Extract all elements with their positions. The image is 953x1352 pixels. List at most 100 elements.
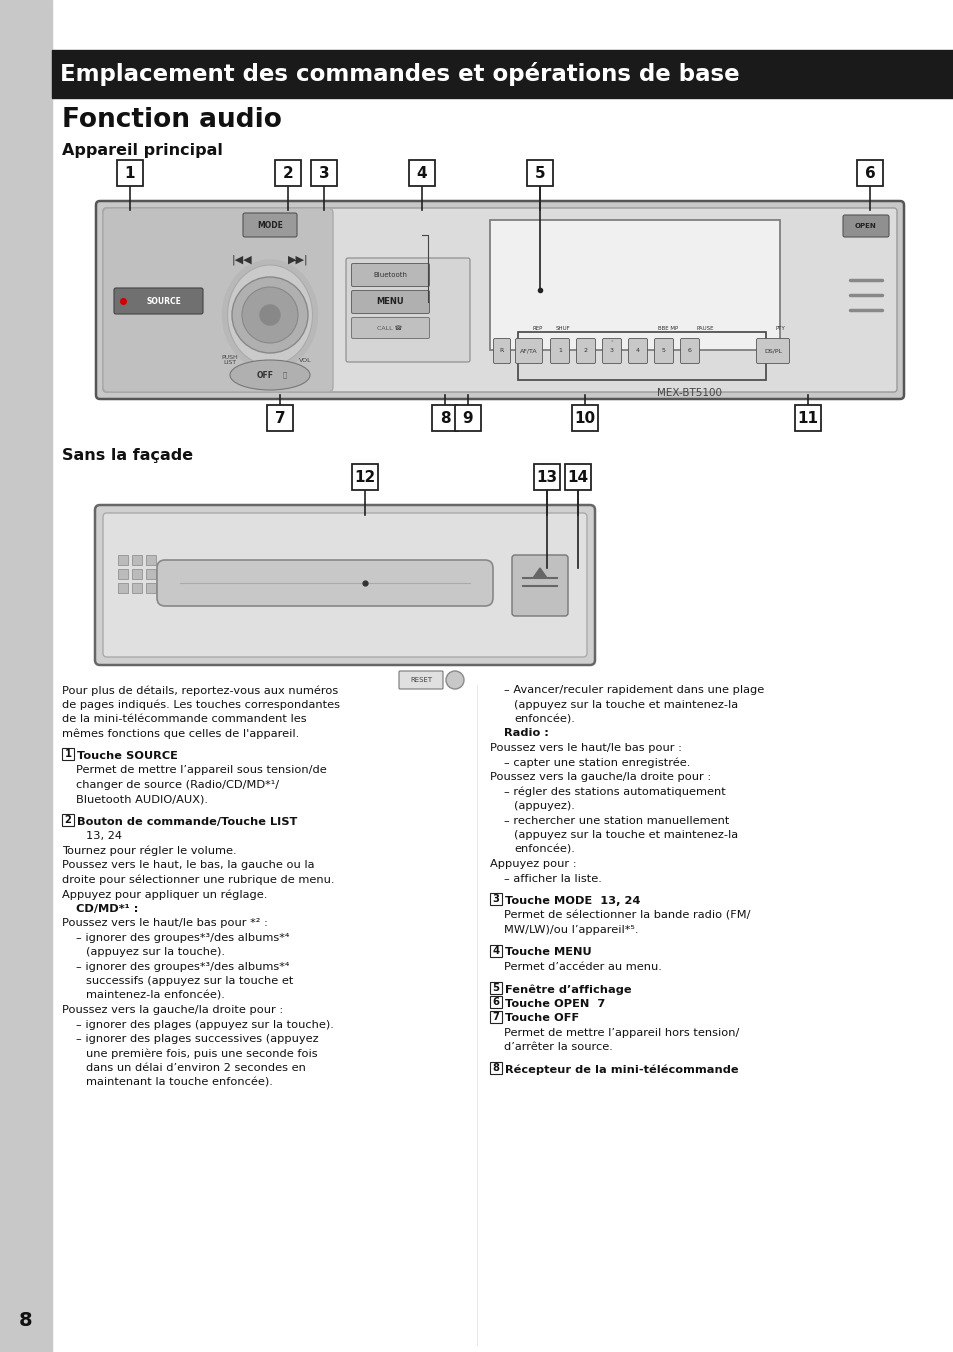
Text: MODE: MODE	[256, 220, 283, 230]
Bar	[794, 406, 821, 431]
Text: AF/TA: AF/TA	[519, 349, 537, 353]
Bar	[118, 569, 128, 579]
Text: Fonction audio: Fonction audio	[62, 107, 281, 132]
Text: 6: 6	[687, 349, 691, 353]
Bar	[52, 50, 953, 97]
Text: Permet d’accéder au menu.: Permet d’accéder au menu.	[503, 963, 661, 972]
Circle shape	[260, 306, 280, 324]
Text: dans un délai d’environ 2 secondes en: dans un délai d’environ 2 secondes en	[86, 1064, 306, 1073]
Text: SOURCE: SOURCE	[147, 296, 181, 306]
Text: maintenant la touche enfoncée).: maintenant la touche enfoncée).	[86, 1078, 273, 1088]
Bar	[856, 160, 882, 187]
Text: changer de source (Radio/CD/MD*¹/: changer de source (Radio/CD/MD*¹/	[76, 780, 279, 790]
Text: MEX-BT5100: MEX-BT5100	[657, 388, 721, 397]
FancyBboxPatch shape	[493, 338, 510, 364]
Bar	[311, 160, 336, 187]
Text: de la mini-télécommande commandent les: de la mini-télécommande commandent les	[62, 714, 306, 725]
Text: 6: 6	[863, 166, 875, 181]
Bar	[132, 556, 142, 565]
Bar	[118, 583, 128, 594]
Text: RESET: RESET	[410, 677, 432, 683]
Text: Récepteur de la mini-télécommande: Récepteur de la mini-télécommande	[504, 1065, 738, 1075]
Polygon shape	[533, 568, 546, 579]
Bar	[490, 982, 501, 994]
Text: – ignorer des plages (appuyez sur la touche).: – ignorer des plages (appuyez sur la tou…	[76, 1019, 334, 1030]
Bar	[490, 220, 780, 350]
Text: (appuyez sur la touche et maintenez-la: (appuyez sur la touche et maintenez-la	[514, 830, 738, 840]
Text: 8: 8	[492, 1063, 499, 1073]
Text: 13: 13	[536, 470, 557, 485]
Text: 13, 24: 13, 24	[86, 831, 122, 841]
Bar	[564, 464, 590, 489]
FancyBboxPatch shape	[550, 338, 569, 364]
Text: successifs (appuyez sur la touche et: successifs (appuyez sur la touche et	[86, 976, 294, 987]
Bar	[490, 1063, 501, 1073]
Text: – ignorer des groupes*³/des albums*⁴: – ignorer des groupes*³/des albums*⁴	[76, 933, 289, 942]
FancyBboxPatch shape	[602, 338, 620, 364]
Text: MW/LW)/ou l’appareil*⁵.: MW/LW)/ou l’appareil*⁵.	[503, 925, 638, 936]
Bar	[352, 464, 377, 489]
FancyBboxPatch shape	[157, 560, 493, 606]
Text: – capter une station enregistrée.: – capter une station enregistrée.	[503, 757, 690, 768]
Text: – Avancer/reculer rapidement dans une plage: – Avancer/reculer rapidement dans une pl…	[503, 685, 763, 695]
Bar	[490, 1011, 501, 1022]
Text: SHUF: SHUF	[555, 326, 570, 330]
Text: ▶▶|: ▶▶|	[288, 254, 308, 265]
Text: Poussez vers la gauche/la droite pour :: Poussez vers la gauche/la droite pour :	[490, 772, 711, 781]
Text: Appuyez pour :: Appuyez pour :	[490, 859, 576, 869]
Text: 5: 5	[492, 983, 499, 992]
Text: maintenez-la enfoncée).: maintenez-la enfoncée).	[86, 991, 225, 1000]
FancyBboxPatch shape	[351, 291, 429, 314]
Text: OFF: OFF	[256, 370, 274, 380]
FancyBboxPatch shape	[576, 338, 595, 364]
Text: 2: 2	[65, 815, 71, 825]
Text: enfoncée).: enfoncée).	[514, 714, 575, 725]
Text: 4: 4	[416, 166, 427, 181]
Bar	[517, 333, 765, 380]
Ellipse shape	[230, 360, 310, 389]
Text: 11: 11	[797, 411, 818, 426]
FancyBboxPatch shape	[351, 264, 429, 287]
Text: Touche OFF: Touche OFF	[504, 1014, 578, 1023]
FancyBboxPatch shape	[103, 512, 586, 657]
Text: 9: 9	[462, 411, 473, 426]
Text: 4: 4	[636, 349, 639, 353]
Text: Poussez vers le haut, le bas, la gauche ou la: Poussez vers le haut, le bas, la gauche …	[62, 860, 314, 871]
Text: PTY: PTY	[774, 326, 784, 330]
Text: Permet de mettre l’appareil hors tension/: Permet de mettre l’appareil hors tension…	[503, 1028, 739, 1038]
Text: 3: 3	[609, 349, 614, 353]
Text: |◀◀: |◀◀	[232, 254, 252, 265]
Bar	[146, 569, 156, 579]
FancyBboxPatch shape	[243, 214, 296, 237]
Text: 14: 14	[567, 470, 588, 485]
Text: – ignorer des groupes*³/des albums*⁴: – ignorer des groupes*³/des albums*⁴	[76, 963, 289, 972]
FancyBboxPatch shape	[96, 201, 903, 399]
Bar	[132, 583, 142, 594]
Text: Touche SOURCE: Touche SOURCE	[77, 750, 177, 761]
Text: Poussez vers le haut/le bas pour :: Poussez vers le haut/le bas pour :	[490, 744, 681, 753]
Text: 6: 6	[492, 998, 499, 1007]
Text: PUSH
LIST: PUSH LIST	[221, 354, 238, 365]
Circle shape	[446, 671, 463, 690]
Text: 1: 1	[125, 166, 135, 181]
Text: R: R	[499, 349, 503, 353]
Text: de pages indiqués. Les touches correspondantes: de pages indiqués. Les touches correspon…	[62, 699, 339, 710]
Text: – ignorer des plages successives (appuyez: – ignorer des plages successives (appuye…	[76, 1034, 318, 1045]
Bar	[132, 569, 142, 579]
Bar	[490, 945, 501, 957]
Bar	[146, 556, 156, 565]
Text: (appuyez).: (appuyez).	[514, 800, 575, 811]
Bar	[146, 583, 156, 594]
Bar	[117, 160, 143, 187]
Text: – régler des stations automatiquement: – régler des stations automatiquement	[503, 787, 725, 796]
FancyBboxPatch shape	[756, 338, 789, 364]
Text: 1: 1	[558, 349, 561, 353]
Text: (appuyez sur la touche).: (appuyez sur la touche).	[86, 948, 225, 957]
Text: Permet de mettre l’appareil sous tension/de: Permet de mettre l’appareil sous tension…	[76, 765, 327, 776]
Circle shape	[232, 277, 308, 353]
Bar	[455, 406, 480, 431]
Bar	[118, 556, 128, 565]
FancyBboxPatch shape	[95, 506, 595, 665]
Text: Touche MODE  13, 24: Touche MODE 13, 24	[504, 896, 639, 906]
FancyBboxPatch shape	[512, 556, 567, 617]
